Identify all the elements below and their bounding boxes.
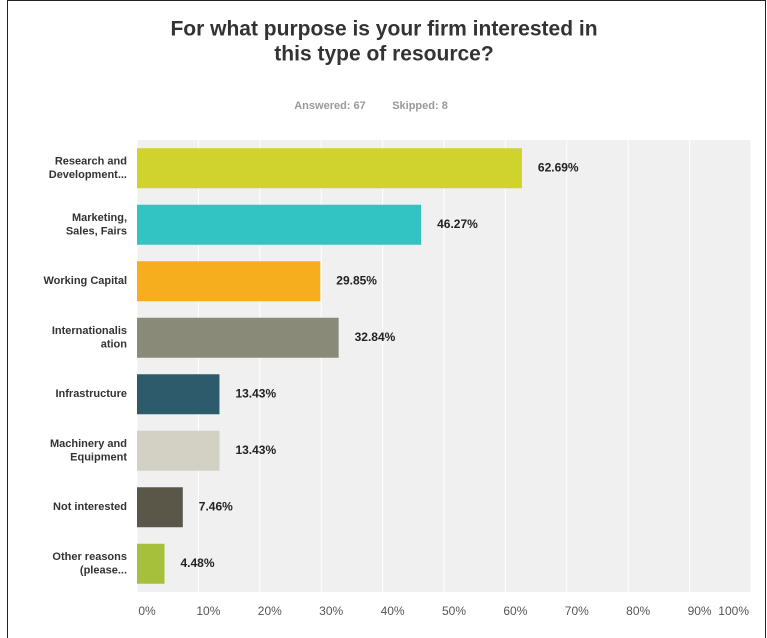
bar [137, 430, 220, 471]
bar [137, 204, 422, 245]
x-tick-label: 40% [381, 604, 405, 618]
x-tick-label: 0% [138, 604, 156, 618]
value-label: 32.84% [355, 330, 396, 344]
bar [137, 317, 339, 358]
y-tick-label: Marketing, Sales, Fairs [66, 212, 127, 237]
answered: Answered: 67 [294, 100, 366, 112]
y-tick-label: Internationalis ation [52, 325, 127, 350]
x-tick-label: 20% [258, 604, 282, 618]
value-label: 62.69% [538, 160, 579, 174]
x-tick-label: 100% [718, 604, 749, 618]
bar [137, 487, 183, 528]
x-tick-label: 60% [503, 604, 527, 618]
bar [137, 148, 522, 189]
x-tick-label: 50% [442, 604, 466, 618]
y-tick-label: Research and Development... [49, 156, 127, 181]
value-label: 29.85% [336, 273, 377, 287]
value-label: 7.46% [199, 499, 233, 513]
chart-title: For what purpose is your firm interested… [170, 17, 597, 65]
bar [137, 261, 321, 302]
value-label: 13.43% [235, 443, 276, 457]
y-tick-label: Not interested [53, 501, 127, 513]
y-tick-label: Working Capital [43, 275, 127, 287]
x-tick-label: 90% [688, 604, 712, 618]
x-tick-label: 30% [319, 604, 343, 618]
y-tick-label: Infrastructure [55, 388, 127, 400]
bar [137, 543, 165, 584]
bar [137, 374, 220, 415]
value-label: 13.43% [235, 386, 276, 400]
value-label: 4.48% [181, 556, 215, 570]
y-tick-label: Machinery and Equipment [50, 438, 127, 463]
skipped: Skipped: 8 [392, 100, 448, 112]
x-tick-label: 70% [565, 604, 589, 618]
x-tick-label: 80% [626, 604, 650, 618]
x-tick-label: 10% [196, 604, 220, 618]
value-label: 46.27% [437, 217, 478, 231]
y-tick-label: Other reasons (please... [52, 551, 127, 576]
